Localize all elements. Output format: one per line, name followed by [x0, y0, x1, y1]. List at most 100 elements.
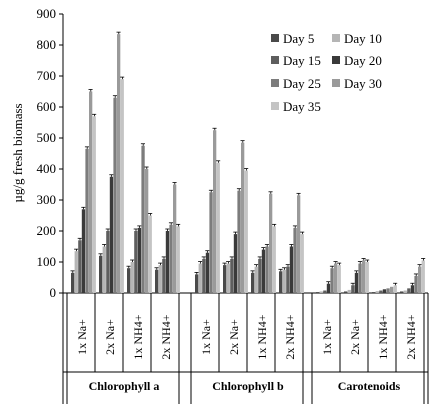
bar [351, 285, 355, 293]
category-label: 2x Na+ [348, 319, 362, 355]
bar [279, 271, 283, 293]
category-label: 1x NH4+ [376, 314, 390, 359]
bar [148, 215, 152, 293]
bar [421, 260, 425, 293]
legend-label: Day 20 [344, 53, 382, 68]
bar [407, 288, 411, 293]
bar [414, 275, 418, 293]
legend-swatch [271, 102, 279, 110]
bar [254, 266, 258, 293]
category-label: 2x NH4+ [159, 314, 173, 359]
bar [99, 255, 103, 293]
bar [282, 269, 286, 293]
bar [71, 272, 75, 293]
y-tick-label: 200 [37, 223, 57, 238]
legend-label: Day 35 [283, 99, 321, 114]
bar [145, 169, 149, 293]
bar [337, 265, 341, 293]
bar [237, 190, 241, 293]
y-tick-label: 300 [37, 192, 57, 207]
legend-swatch [332, 34, 340, 42]
bar [261, 249, 266, 293]
bar [165, 231, 170, 293]
bar [375, 291, 379, 293]
bar [209, 192, 213, 293]
bar [289, 246, 294, 293]
bar [354, 272, 359, 293]
bar [319, 291, 323, 293]
bar [120, 79, 124, 293]
bar [418, 266, 422, 293]
bar [379, 290, 383, 293]
bar [202, 258, 206, 293]
bar [323, 290, 327, 293]
bar [89, 91, 93, 293]
bar [85, 148, 89, 293]
y-tick-label: 800 [37, 37, 57, 52]
category-label: 1x Na+ [199, 319, 213, 355]
bar [293, 227, 297, 293]
bar [390, 286, 394, 293]
category-label: 1x NH4+ [255, 314, 269, 359]
group-label: Chlorophyll b [212, 379, 284, 393]
y-tick-label: 400 [37, 161, 57, 176]
bar [272, 226, 276, 293]
bar [386, 288, 390, 293]
legend-swatch [271, 79, 279, 87]
bar [344, 291, 348, 293]
bar [300, 234, 304, 293]
bar [334, 263, 338, 293]
bar [109, 176, 114, 293]
group-label: Carotenoids [338, 379, 401, 393]
bar [410, 285, 415, 293]
category-label: 1x Na+ [320, 319, 334, 355]
bar [258, 258, 262, 293]
bar [130, 262, 134, 293]
bar [155, 269, 159, 293]
legend-swatch [271, 34, 279, 42]
bar [226, 263, 230, 293]
bar [102, 246, 106, 293]
bar [241, 142, 245, 293]
bar [382, 289, 387, 293]
bar [330, 268, 334, 293]
legend-label: Day 10 [344, 31, 382, 46]
category-label: 1x NH4+ [131, 314, 145, 359]
bar [244, 170, 248, 293]
bar [316, 292, 320, 293]
bar [403, 290, 407, 293]
y-tick-label: 900 [37, 6, 57, 21]
legend-swatch [271, 56, 279, 64]
bar [297, 195, 301, 293]
legend-label: Day 5 [283, 31, 314, 46]
bar [400, 291, 404, 293]
bar [169, 224, 173, 293]
bar [198, 263, 202, 293]
y-tick-label: 100 [37, 254, 57, 269]
bar [269, 193, 273, 293]
bar [195, 274, 199, 293]
bar [113, 97, 117, 293]
bar [393, 285, 397, 293]
bar [372, 292, 376, 293]
bar [365, 262, 369, 293]
y-tick-label: 500 [37, 130, 57, 145]
bar [362, 260, 366, 293]
y-tick-label: 600 [37, 99, 57, 114]
bar [358, 263, 362, 293]
legend-label: Day 15 [283, 53, 321, 68]
category-label: 2x NH4+ [283, 314, 297, 359]
legend-label: Day 25 [283, 76, 321, 91]
bar [216, 162, 220, 293]
bar [176, 226, 180, 293]
bar [162, 258, 166, 293]
bar [265, 246, 269, 293]
bar [137, 227, 142, 293]
bar [74, 251, 78, 293]
bar [326, 283, 331, 293]
legend-label: Day 30 [344, 76, 382, 91]
category-label: 1x Na+ [75, 319, 89, 355]
bar [141, 145, 145, 293]
legend-swatch [332, 56, 340, 64]
